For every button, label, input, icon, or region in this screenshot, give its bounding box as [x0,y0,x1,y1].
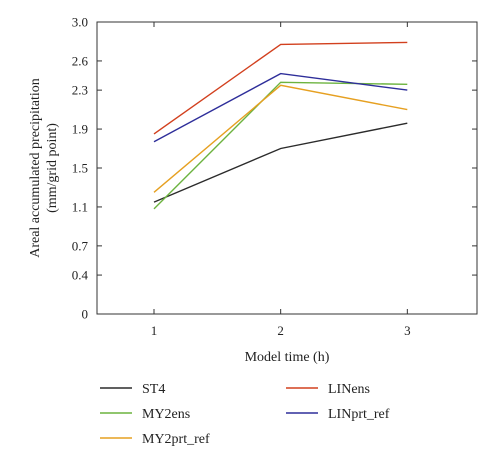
legend-label: LINprt_ref [328,407,390,422]
y-tick-label: 3.0 [72,15,88,30]
y-tick-label: 1.9 [72,122,88,137]
legend-item-my2prt-ref: MY2prt_ref [100,432,210,447]
x-tick-label: 2 [277,323,284,338]
legend-item-linens: LINens [286,382,370,397]
legend: ST4 LINens MY2ens LINprt_ref MY2prt_ref [100,382,390,447]
y-tick-label: 0.7 [72,238,89,253]
series-line-linprt-ref [153,72,408,143]
series-lines [153,41,408,210]
legend-label: LINens [328,382,370,397]
y-tick-label: 1.1 [72,199,88,214]
legend-label: MY2ens [142,407,190,422]
y-axis-label-line-1: Areal accumulated precipitation [28,78,43,258]
legend-item-my2ens: MY2ens [100,407,190,422]
series-line-my2ens [153,81,408,210]
plot-area [96,21,478,315]
y-tick-label: 0 [82,307,89,322]
series-line-linens [153,41,408,135]
y-tick-label: 1.5 [72,161,88,176]
y-tick-label: 0.4 [72,268,89,283]
series-line-my2prt-ref [153,84,408,193]
x-axis: 1 2 3 [151,22,411,338]
legend-item-linprt-ref: LINprt_ref [286,407,390,422]
y-axis: 0 0.4 0.7 1.1 1.5 1.9 2.3 2.6 3.0 [72,15,477,322]
x-axis-label: Model time (h) [245,350,330,365]
y-axis-label: Areal accumulated precipitation (mm/grid… [28,78,60,258]
legend-item-st4: ST4 [100,382,165,397]
x-tick-label: 1 [151,323,158,338]
legend-label: ST4 [142,382,165,397]
y-tick-label: 2.3 [72,83,88,98]
x-tick-label: 3 [404,323,411,338]
series-line-st4 [153,122,408,203]
y-axis-label-line-2: (mm/grid point) [45,123,60,213]
y-tick-label: 2.6 [72,53,89,68]
legend-label: MY2prt_ref [142,432,210,447]
